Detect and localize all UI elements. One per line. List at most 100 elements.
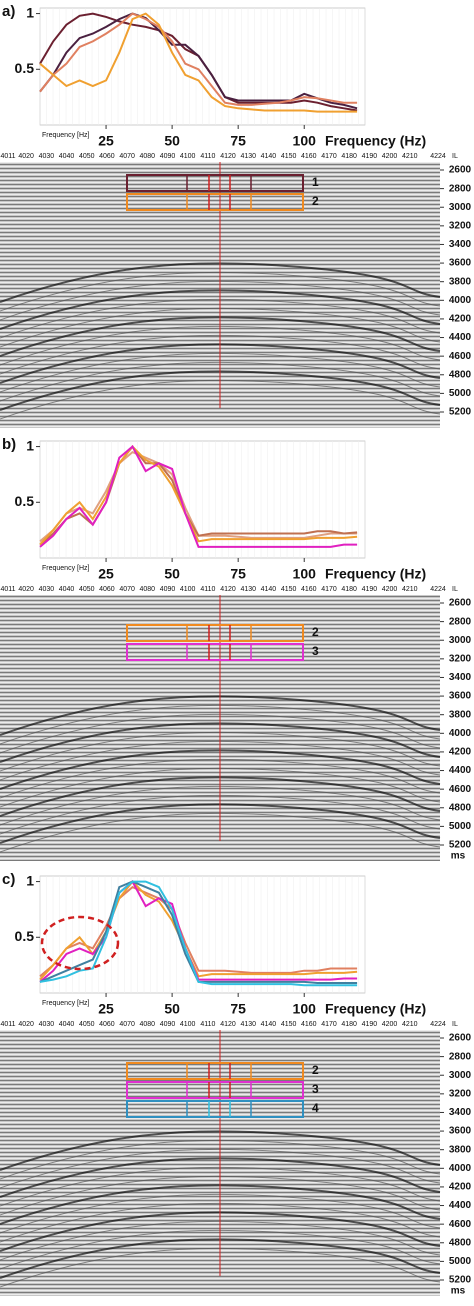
- time-tick-label: 3800: [449, 1144, 472, 1155]
- window-box: [126, 1081, 304, 1099]
- il-tick-label: 4011: [0, 153, 15, 160]
- il-tick-label: 4020: [18, 1021, 34, 1028]
- il-tick-label: 4150: [281, 1021, 297, 1028]
- il-tick-label: 4120: [220, 153, 236, 160]
- il-tick-label: 4011: [0, 1021, 15, 1028]
- reflector: [0, 379, 441, 420]
- time-tick-label: 5000: [449, 388, 472, 399]
- window-label: 3: [312, 1082, 319, 1096]
- time-tick-label: 4400: [449, 765, 472, 776]
- time-tick-label: 5200: [449, 840, 472, 851]
- il-tick-label: 4050: [79, 1021, 95, 1028]
- window-box: [126, 1100, 304, 1118]
- reflector: [0, 803, 441, 844]
- reflector: [0, 731, 441, 772]
- reflector: [0, 812, 441, 853]
- spectrum-line: [39, 12, 358, 113]
- time-tick-label: 4800: [449, 369, 472, 380]
- il-unit: IL: [452, 153, 458, 160]
- il-tick-label: 4070: [119, 586, 135, 593]
- il-tick-label: 4180: [341, 1021, 357, 1028]
- time-tick-label: 3600: [449, 691, 472, 702]
- il-axis-band: [0, 1018, 474, 1030]
- il-tick-label: 4070: [119, 153, 135, 160]
- il-tick-label: 4060: [99, 153, 115, 160]
- il-tick-label: 4150: [281, 586, 297, 593]
- il-tick-label: 4210: [402, 586, 418, 593]
- reflector: [0, 1211, 441, 1252]
- reflector: [0, 704, 441, 745]
- x-tick-label: 50: [164, 566, 180, 582]
- il-axis-band: [0, 150, 474, 162]
- window-box: [126, 174, 304, 192]
- x-axis-label: Frequency (Hz): [325, 566, 426, 582]
- window-label: 1: [312, 175, 319, 189]
- reflector: [0, 1220, 441, 1261]
- window-label: 3: [312, 644, 319, 658]
- time-tick-label: 3800: [449, 709, 472, 720]
- il-tick-label: 4030: [39, 1021, 55, 1028]
- reflector: [0, 1175, 441, 1216]
- reflector: [0, 271, 441, 312]
- reflector: [0, 1184, 441, 1225]
- time-tick-label: 3600: [449, 258, 472, 269]
- reflector: [0, 280, 441, 321]
- il-tick-label: 4100: [180, 1021, 196, 1028]
- reflector: [0, 740, 441, 781]
- reflector: [0, 1193, 441, 1234]
- reflector: [0, 370, 441, 411]
- x-tick-label: 75: [230, 133, 246, 149]
- il-tick-label: 4060: [99, 1021, 115, 1028]
- il-tick-label: 4030: [39, 153, 55, 160]
- il-tick-label: 4080: [140, 153, 156, 160]
- time-tick-label: 4400: [449, 1200, 472, 1211]
- spectrum-line: [39, 885, 358, 978]
- window-label: 2: [312, 1063, 319, 1077]
- x-tick-label: 75: [230, 566, 246, 582]
- il-axis-band: [0, 583, 474, 595]
- time-unit: ms: [451, 1286, 466, 1297]
- il-tick-label: 4224: [430, 153, 446, 160]
- il-tick-label: 4210: [402, 1021, 418, 1028]
- reflector: [0, 1130, 441, 1171]
- time-tick-label: 3000: [449, 1070, 472, 1081]
- il-tick-label: 4040: [59, 586, 75, 593]
- il-tick-label: 4060: [99, 586, 115, 593]
- time-tick-label: 2600: [449, 598, 472, 609]
- il-tick-label: 4130: [240, 153, 256, 160]
- il-tick-label: 4200: [382, 586, 398, 593]
- time-unit: ms: [451, 851, 466, 862]
- y-tick-label: 1: [26, 437, 34, 453]
- time-tick-label: 4600: [449, 351, 472, 362]
- il-tick-label: 4180: [341, 586, 357, 593]
- time-tick-label: 5000: [449, 821, 472, 832]
- time-tick-label: 2800: [449, 183, 472, 194]
- x-tick-label: 25: [98, 1001, 114, 1017]
- reflector: [0, 1202, 441, 1243]
- inner-x-label: Frequency [Hz]: [42, 132, 90, 139]
- il-tick-label: 4050: [79, 153, 95, 160]
- inner-x-label: Frequency [Hz]: [42, 1000, 90, 1007]
- il-tick-label: 4100: [180, 153, 196, 160]
- panel-label: a): [2, 3, 15, 20]
- time-tick-label: 4800: [449, 802, 472, 813]
- reflector: [0, 343, 441, 384]
- time-tick-label: 2800: [449, 616, 472, 627]
- window-box: [126, 1062, 304, 1080]
- time-tick-label: 5200: [449, 1275, 472, 1286]
- il-tick-label: 4200: [382, 1021, 398, 1028]
- spectrum-line: [39, 12, 358, 106]
- spectrum-line: [39, 445, 358, 546]
- x-tick-label: 25: [98, 566, 114, 582]
- il-unit: IL: [452, 1021, 458, 1028]
- il-tick-label: 4190: [362, 1021, 378, 1028]
- il-tick-label: 4160: [301, 586, 317, 593]
- il-tick-label: 4080: [140, 586, 156, 593]
- il-tick-label: 4210: [402, 153, 418, 160]
- x-axis-label: Frequency (Hz): [325, 1001, 426, 1017]
- il-tick-label: 4224: [430, 586, 446, 593]
- il-unit: IL: [452, 586, 458, 593]
- time-tick-label: 4000: [449, 728, 472, 739]
- il-tick-label: 4170: [321, 1021, 337, 1028]
